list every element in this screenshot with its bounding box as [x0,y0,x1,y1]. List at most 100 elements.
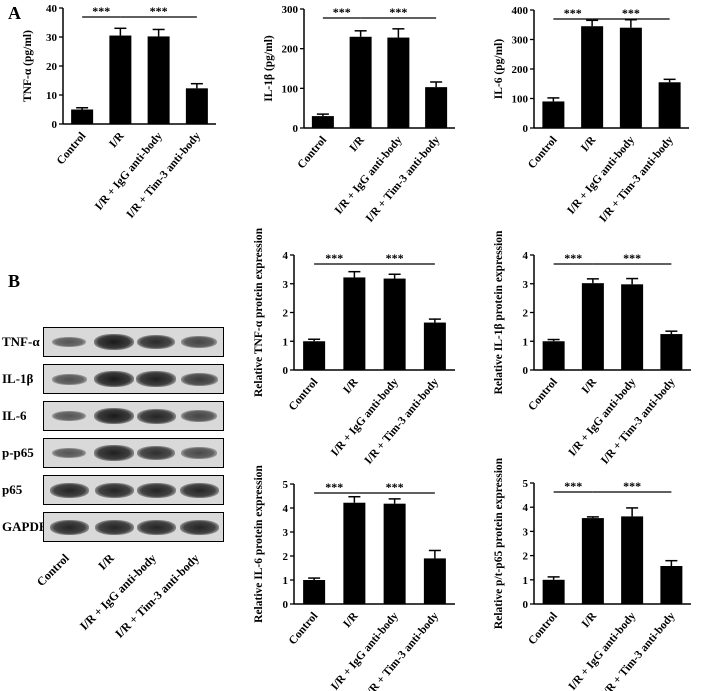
y-tick-label: 100 [282,83,299,95]
significance-stars: *** [564,479,582,493]
x-tick-label: I/R [580,610,600,630]
y-tick-label: 1 [283,336,289,348]
y-tick-label: 1 [523,336,529,348]
y-tick-label: 40 [46,3,58,15]
bar-i-r-igg-anti-body [383,278,406,370]
blot-band [179,482,219,498]
significance-stars: *** [622,6,640,20]
significance-stars: *** [325,480,343,494]
bar-control [542,101,565,128]
blot-lane-label: I/R + IgG anti-body [76,551,159,633]
blot-band [94,371,134,387]
blot-row-label: IL-6 [2,408,27,423]
bar-i-r-tim-3-anti-body [423,322,446,370]
bar-i-r [343,277,366,370]
y-axis-label: TNF-α (pg/ml) [22,30,34,102]
y-axis-label: Relative IL-6 protein expression [253,465,265,623]
blot-strip [43,512,224,542]
blot-band [181,447,217,459]
blot-band [181,410,217,422]
blot-strip [43,327,224,357]
blot-lane-label: Control [33,551,72,590]
blot-strip [43,475,224,505]
y-tick-label: 100 [512,94,529,106]
y-axis-label: Relative IL-1β protein expression [493,230,505,394]
y-axis-label: IL-1β (pg/ml) [263,35,275,102]
significance-stars: *** [333,5,351,19]
y-tick-label: 3 [523,279,529,291]
blot-lane-label: I/R + Tim-3 anti-body [112,551,202,641]
significance-stars: *** [386,251,404,265]
blot-band [137,446,175,460]
y-tick-label: 20 [46,61,58,73]
blot-lane-label: I/R [95,551,117,573]
bar-i-r-tim-3-anti-body [425,87,448,128]
blot-row-label: p65 [2,482,23,497]
y-tick-label: 3 [523,526,529,538]
panel-label-a: A [8,3,21,23]
blot-band [136,408,176,424]
bar-i-r-tim-3-anti-body [658,82,681,128]
significance-stars: *** [623,251,641,265]
y-tick-label: 4 [283,503,289,515]
significance-stars: *** [150,4,168,18]
y-tick-label: 0 [523,365,529,377]
bar-control [71,109,94,124]
significance-stars: *** [389,5,407,19]
significance-stars: *** [564,6,582,20]
blot-band [51,447,87,459]
bar-i-r-igg-anti-body [619,27,642,129]
blot-strip [43,438,224,468]
significance-stars: *** [564,251,582,265]
y-tick-label: 2 [283,551,289,563]
y-tick-label: 2 [523,551,529,563]
bar-i-r-tim-3-anti-body [423,558,446,604]
y-axis-label: Relative p/t-p65 protein expression [493,457,505,629]
y-tick-label: 30 [46,32,58,44]
blot-band [136,334,176,350]
western-blot: TNF-α IL-1β IL-6 p-p65 p65 GAPDH Control I/R I/R… [0,325,232,690]
y-tick-label: 0 [283,365,289,377]
x-tick-label: I/R + IgG anti-body [566,610,638,691]
bar-control [303,341,326,370]
bar-i-r [581,283,604,370]
y-tick-label: 5 [523,478,529,490]
y-tick-label: 2 [283,308,289,320]
y-tick-label: 4 [523,502,529,514]
blot-band [181,336,217,348]
bar-control [542,579,565,604]
bar-i-r [581,518,604,604]
blot-band [136,482,176,498]
blot-band [136,519,176,535]
blot-strip [43,364,224,394]
blot-band [51,373,87,385]
bar-i-r-igg-anti-body [387,37,410,129]
blot-strip [43,401,224,431]
blot-band [51,336,87,348]
panel-label-b: B [8,271,21,291]
bar-control [542,341,565,370]
blot-row-label: TNF-α [2,334,40,349]
significance-stars: *** [92,4,110,18]
blot-band [49,482,89,498]
significance-stars: *** [623,479,641,493]
bar-i-r [109,35,132,124]
y-tick-label: 300 [512,35,529,47]
bar-i-r-igg-anti-body [621,284,644,370]
bar-control [311,116,334,128]
bar-i-r-igg-anti-body [147,36,170,124]
blot-band [51,410,87,422]
significance-stars: *** [386,480,404,494]
y-axis-label: Relative TNF-α protein expression [253,227,265,397]
y-tick-label: 4 [523,250,529,262]
y-tick-label: 0 [52,119,58,131]
x-tick-label: Control [526,610,560,647]
y-tick-label: 0 [283,599,289,611]
blot-row-label: IL-1β [2,371,34,386]
y-tick-label: 4 [283,250,289,262]
bar-i-r-tim-3-anti-body [660,566,683,604]
y-tick-label: 10 [46,90,58,102]
blot-band [136,371,176,387]
blot-band [179,519,219,535]
bar-i-r-tim-3-anti-body [185,88,208,124]
